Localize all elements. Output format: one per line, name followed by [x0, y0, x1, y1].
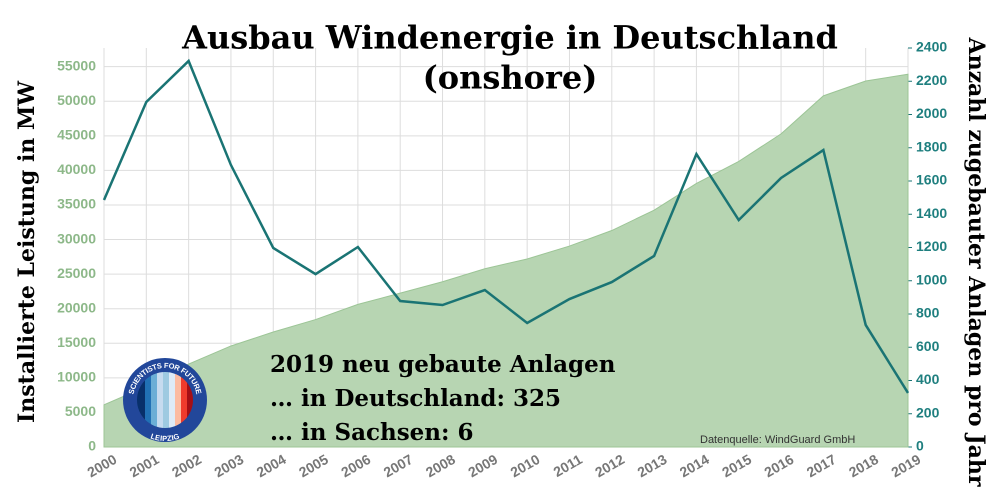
- logo-text: LEIPZIG: [149, 432, 180, 443]
- y2-tick-label: 1000: [916, 271, 947, 287]
- x-tick-label: 2001: [127, 451, 162, 481]
- x-tick-label: 2013: [634, 451, 669, 481]
- y2-tick-label: 400: [916, 371, 940, 387]
- y2-tick-label: 2000: [916, 105, 947, 121]
- y2-axis-label: Anzahl zugebauter Anlagen pro Jahr: [963, 36, 989, 486]
- y-tick-label: 15000: [57, 334, 96, 350]
- y-tick-label: 45000: [57, 127, 96, 143]
- plot-area: [102, 47, 912, 448]
- x-tick-label: 2015: [719, 451, 754, 481]
- y2-tick-label: 1400: [916, 205, 947, 221]
- x-tick-label: 2008: [423, 451, 458, 481]
- x-tick-label: 2012: [592, 451, 627, 481]
- area: [103, 73, 909, 448]
- y2-tick-label: 600: [916, 338, 940, 354]
- y2-tick-label: 0: [916, 438, 924, 454]
- x-tick-label: 2004: [254, 451, 289, 481]
- y2-tick-label: 2400: [916, 39, 947, 55]
- x-tick-label: 2007: [381, 451, 416, 481]
- x-tick-label: 2005: [296, 451, 331, 481]
- x-tick-label: 2010: [508, 451, 543, 481]
- y-tick-label: 0: [88, 438, 96, 454]
- y-tick-label: 10000: [57, 369, 96, 385]
- line: [102, 58, 910, 394]
- x-tick-label: 2002: [169, 451, 204, 481]
- y-tick-label: 35000: [57, 196, 96, 212]
- y-tick-label: 30000: [57, 230, 96, 246]
- y-tick-label: 20000: [57, 299, 96, 315]
- y2-tick-label: 2200: [916, 72, 947, 88]
- logo: SCIENTISTS FOR FUTURE LEIPZIG: [123, 358, 207, 443]
- x-tick-label: 2009: [465, 451, 500, 481]
- y2-tick-label: 200: [916, 404, 940, 420]
- x-tick-label: 2018: [846, 451, 881, 481]
- annotation: … in Deutschland: 325: [270, 385, 561, 412]
- annotation: … in Sachsen: 6: [270, 419, 474, 446]
- x-tick-label: 2017: [804, 451, 839, 481]
- y-axis-label: Installierte Leistung in MW: [14, 81, 40, 423]
- x-tick-label: 2000: [84, 451, 119, 481]
- y-tick-label: 25000: [57, 265, 96, 281]
- y-tick-label: 40000: [57, 161, 96, 177]
- y-tick-label: 50000: [57, 92, 96, 108]
- x-tick-label: 2006: [338, 451, 373, 481]
- chart-subtitle: (onshore): [423, 59, 598, 97]
- annotation: 2019 neu gebaute Anlagen: [270, 351, 616, 378]
- y2-tick-label: 1800: [916, 138, 947, 154]
- logo-stripes: [137, 372, 193, 428]
- source: Datenquelle: WindGuard GmbH: [700, 434, 855, 446]
- y2-tick-label: 1600: [916, 172, 947, 188]
- x-tick-label: 2019: [888, 451, 923, 481]
- x-tick-label: 2014: [677, 451, 712, 481]
- y-tick-label: 5000: [65, 403, 96, 419]
- y2-tick-label: 800: [916, 305, 940, 321]
- chart-title: Ausbau Windenergie in Deutschland: [181, 19, 838, 57]
- y-tick-label: 55000: [57, 57, 96, 73]
- x-tick-label: 2011: [551, 451, 585, 480]
- y2-tick-label: 1200: [916, 238, 947, 254]
- x-tick-label: 2016: [761, 451, 796, 481]
- x-tick-label: 2003: [211, 451, 246, 481]
- logo-text-bottom: LEIPZIG: [149, 432, 180, 443]
